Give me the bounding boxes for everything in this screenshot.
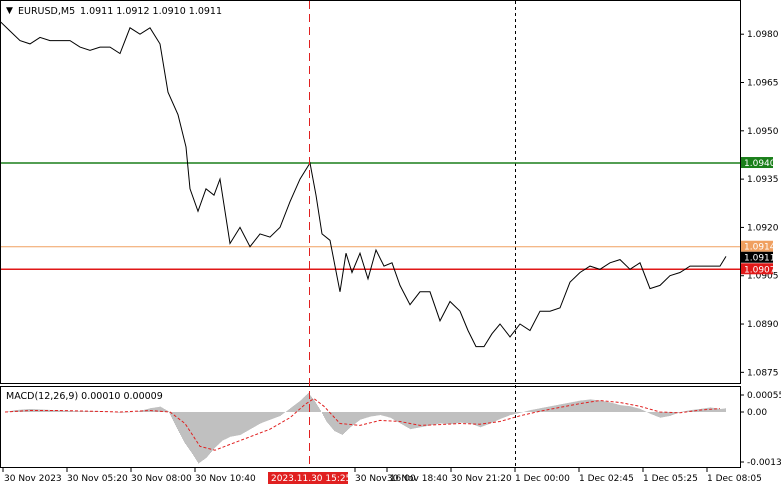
time-tick-label: 1 Dec 00:00 — [515, 474, 570, 484]
level-tag — [741, 263, 773, 275]
level-tag-label: 1.0907 — [744, 265, 776, 275]
current-price-tag — [741, 251, 773, 263]
macd-tick: 0.00 — [747, 408, 767, 418]
price-tick-label: 1.0950 — [747, 127, 779, 137]
time-tick-label: 30 Nov 16:00 — [355, 474, 416, 484]
time-tick-label: 30 Nov 08:00 — [131, 474, 192, 484]
macd-signal-line — [4, 397, 721, 451]
time-tick-label: 30 Nov 05:20 — [67, 474, 128, 484]
level-tag — [741, 240, 773, 252]
price-layer — [0, 20, 727, 348]
crosshair-time-label: 2023.11.30 15:25 — [271, 474, 351, 484]
time-tick-label: 1 Dec 02:45 — [579, 474, 634, 484]
time-tick-label: 30 Nov 2023 — [4, 474, 62, 484]
price-tick-label: 1.0965 — [747, 79, 779, 89]
price-tick-label: 1.0980 — [747, 30, 779, 40]
macd-axis: 0.00055 0.00 -0.00131 — [740, 391, 781, 468]
time-tick-label: 1 Dec 08:05 — [707, 474, 762, 484]
price-tick-label: 1.0920 — [747, 223, 779, 233]
price-tick-label: 1.0905 — [747, 272, 779, 282]
ohlc-readout: 1.0911 1.0912 1.0910 1.0911 — [80, 6, 222, 17]
macd-panel[interactable] — [0, 386, 741, 468]
price-tick-label: 1.0890 — [747, 320, 779, 330]
time-axis: 30 Nov 2023 30 Nov 05:20 30 Nov 08:00 30… — [2, 468, 762, 484]
crosshair-time-tag — [268, 472, 348, 484]
time-tick-label: 30 Nov 10:40 — [195, 474, 256, 484]
level-tag — [741, 157, 773, 169]
macd-tick: 0.00055 — [747, 391, 781, 401]
time-tick-label: 30 Nov 18:40 — [387, 474, 448, 484]
time-tick-label: 30 Nov 21:20 — [451, 474, 512, 484]
current-price-tag-label: 1.0911 — [744, 254, 776, 264]
price-line — [0, 20, 727, 348]
level-tag-label: 1.0940 — [744, 159, 776, 169]
menu-arrow-icon[interactable]: ▼ — [6, 6, 13, 16]
macd-layer — [4, 392, 726, 464]
macd-label: MACD(12,26,9) 0.00010 0.00009 — [6, 391, 163, 402]
time-tick-label: 1 Dec 05:25 — [643, 474, 698, 484]
price-tick-label: 1.0875 — [747, 368, 779, 378]
macd-tick: -0.00131 — [747, 458, 781, 468]
symbol-label: EURUSD,M5 — [18, 6, 75, 17]
price-axis: 1.0980 1.0965 1.0950 1.0935 1.0920 1.0905 1.08… — [740, 30, 779, 378]
level-tag-label: 1.0914 — [744, 243, 776, 253]
price-tick-label: 1.0935 — [747, 175, 779, 185]
price-panel[interactable] — [0, 0, 741, 384]
